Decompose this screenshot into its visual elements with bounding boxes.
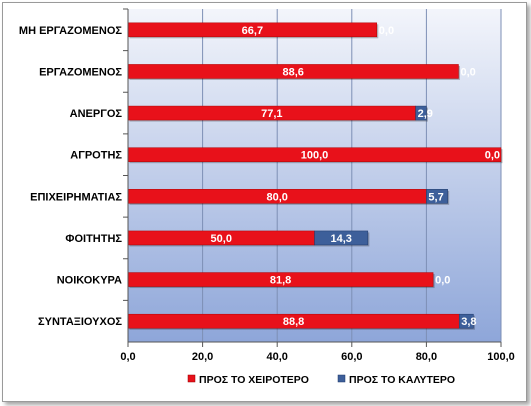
category-label-3: ΑΓΡΟΤΗΣ	[70, 150, 122, 162]
data-label-blue-1: 0,0	[460, 66, 475, 78]
x-tick-label-2: 40,0	[266, 351, 287, 363]
category-label-2: ΑΝΕΡΓΟΣ	[70, 108, 123, 120]
data-label-blue-3: 0,0	[485, 150, 500, 162]
data-label-red-2: 77,1	[261, 108, 282, 120]
data-label-red-7: 88,8	[283, 316, 304, 328]
data-label-red-0: 66,7	[242, 25, 263, 37]
category-label-4: ΕΠΙΧΕΙΡΗΜΑΤΙΑΣ	[30, 191, 122, 203]
legend-swatch-1	[337, 374, 346, 383]
x-tick-label-0: 0,0	[120, 351, 135, 363]
data-label-blue-5: 14,3	[330, 233, 351, 245]
data-label-red-3: 100,0	[301, 150, 329, 162]
bar-blue-2	[415, 105, 427, 121]
data-label-red-4: 80,0	[266, 191, 287, 203]
data-label-red-5: 50,0	[211, 233, 232, 245]
legend-swatch-0	[187, 374, 196, 383]
chart-frame: 66,7 0,0 88,6 0,0 77,1 2,9 100,0 0,0 80,0 5,7 50,0…	[2, 2, 527, 402]
category-label-6: ΝΟΙΚΟΚΥΡΑ	[57, 275, 122, 287]
plot-area	[128, 9, 501, 342]
legend: ΠΡΟΣ ΤΟ ΧΕΙΡΟΤΕΡΟ ΠΡΟΣ ΤΟ ΚΑΛΥΤΕΡΟ	[187, 374, 455, 386]
data-label-red-6: 81,8	[270, 275, 291, 287]
bar-layer	[127, 22, 503, 330]
bar-blue-7	[458, 313, 474, 329]
x-tick-label-3: 60,0	[341, 351, 362, 363]
bar-blue-4	[426, 189, 448, 204]
x-tick-label-4: 80,0	[416, 351, 437, 363]
data-label-blue-4: 5,7	[428, 191, 443, 203]
category-label-7: ΣΥΝΤΑΞΙΟΥΧΟΣ	[38, 316, 122, 328]
legend-label-1: ΠΡΟΣ ΤΟ ΚΑΛΥΤΕΡΟ	[349, 374, 455, 386]
category-label-1: ΕΡΓΑΖΟΜΕΝΟΣ	[39, 66, 122, 78]
bar-blue-5	[314, 230, 369, 246]
data-label-blue-7: 3,8	[461, 316, 476, 328]
data-label-blue-0: 0,0	[379, 25, 394, 37]
category-label-0: ΜΗ ΕΡΓΑΖΟΜΕΝΟΣ	[19, 25, 122, 37]
axis-layer: 0,0 20,0 40,0 60,0 80,0 100,0 ΜΗ ΕΡΓΑΖΟΜΕΝΟΣ ΕΡ…	[19, 8, 515, 363]
legend-label-0: ΠΡΟΣ ΤΟ ΧΕΙΡΟΤΕΡΟ	[199, 374, 309, 386]
x-tick-label-5: 100,0	[487, 351, 515, 363]
x-tick-label-1: 20,0	[192, 351, 213, 363]
data-label-blue-6: 0,0	[435, 275, 450, 287]
chart-svg: 66,7 0,0 88,6 0,0 77,1 2,9 100,0 0,0 80,0 5,7 50,0…	[19, 8, 515, 386]
label-layer: 66,7 0,0 88,6 0,0 77,1 2,9 100,0 0,0 80,0 5,7 50,0…	[211, 25, 500, 328]
category-label-5: ΦΟΙΤΗΤΗΣ	[65, 233, 122, 245]
data-label-red-1: 88,6	[283, 66, 304, 78]
data-label-blue-2: 2,9	[418, 108, 433, 120]
